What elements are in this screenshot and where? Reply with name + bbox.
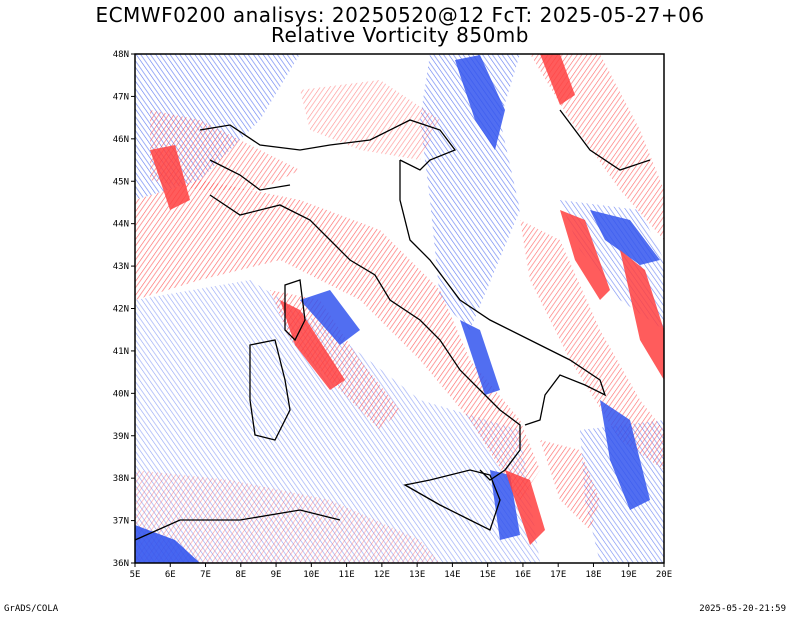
lon-tick-label: 11E [338,570,354,580]
latitude-axis: 36N 37N 38N 39N 40N 41N 42N 43N 44N 45N 46N 47N 48N [113,50,135,569]
lat-tick-label: 46N [113,135,129,145]
lon-tick-label: 17E [550,570,566,580]
lon-tick-label: 5E [130,570,141,580]
lon-tick-label: 19E [621,570,637,580]
lat-tick-label: 43N [113,262,129,272]
render-timestamp: 2025-05-20-21:59 [699,604,786,614]
map-subtitle: Relative Vorticity 850mb [271,23,529,47]
lon-tick-label: 7E [200,570,211,580]
lon-tick-label: 9E [271,570,282,580]
lon-tick-label: 8E [235,570,246,580]
lon-tick-label: 20E [656,570,672,580]
lat-tick-label: 36N [113,559,129,569]
lon-tick-label: 18E [585,570,601,580]
lat-tick-label: 44N [113,220,129,230]
lat-tick-label: 41N [113,347,129,357]
map-title: ECMWF0200 analisys: 20250520@12 FcT: 202… [95,3,705,27]
lat-tick-label: 39N [113,432,129,442]
lon-tick-label: 6E [165,570,176,580]
lon-tick-label: 16E [515,570,531,580]
longitude-axis: 5E 6E 7E 8E 9E 10E 11E 12E 13E 14E 15E 16E 17E 18E 19E… [130,563,672,580]
lat-tick-label: 42N [113,305,129,315]
lon-tick-label: 13E [409,570,425,580]
lat-tick-label: 40N [113,389,129,399]
coastlines [135,109,651,541]
lon-tick-label: 10E [303,570,319,580]
lat-tick-label: 38N [113,474,129,484]
vorticity-field [135,54,664,563]
lon-tick-label: 14E [444,570,460,580]
lon-tick-label: 12E [374,570,390,580]
grads-credit: GrADS/COLA [4,604,59,614]
lat-tick-label: 47N [113,92,129,102]
lat-tick-label: 45N [113,177,129,187]
lat-tick-label: 48N [113,50,129,60]
lat-tick-label: 37N [113,517,129,527]
lon-tick-label: 15E [480,570,496,580]
